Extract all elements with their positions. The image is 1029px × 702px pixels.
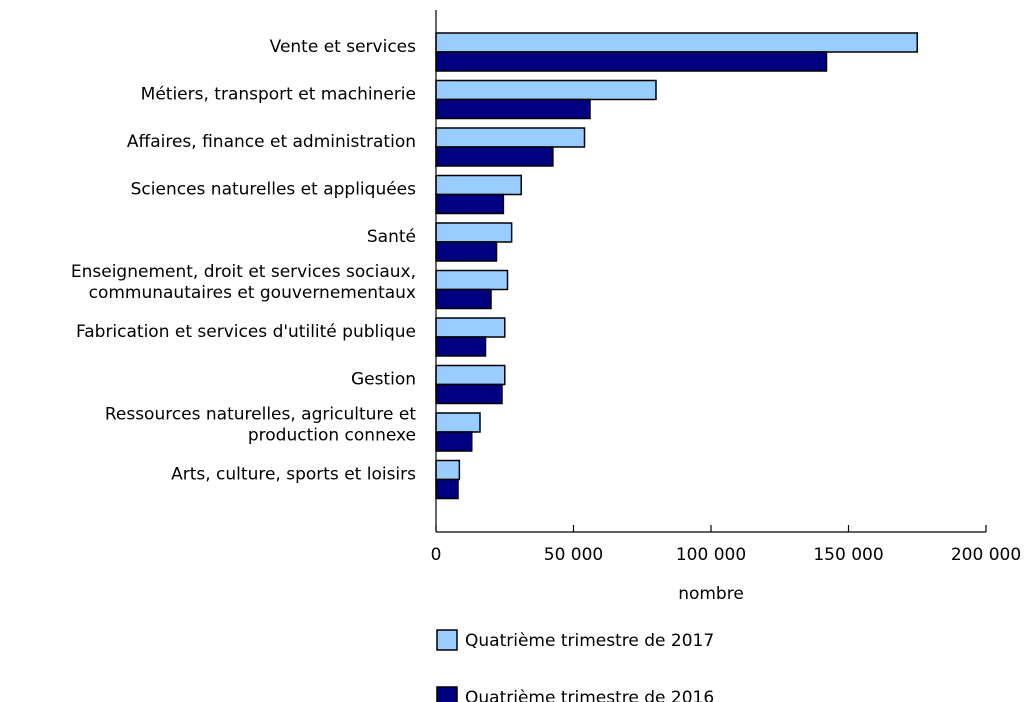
- category-label: communautaires et gouvernementaux: [89, 283, 416, 303]
- bar-2016-8: [435, 431, 473, 452]
- x-tick-label: 0: [431, 545, 442, 565]
- bar-2017-4: [435, 222, 513, 243]
- category-label: Métiers, transport et machinerie: [141, 85, 416, 105]
- x-tick-label: 200 000: [951, 545, 1021, 565]
- x-axis-title: nombre: [678, 584, 744, 604]
- bar-2016-0: [435, 51, 828, 72]
- bar-2016-7: [435, 383, 503, 405]
- bar-2016-2: [435, 146, 554, 167]
- bar-2017-2: [435, 127, 586, 148]
- category-label: Enseignement, droit et services sociaux,: [71, 262, 416, 282]
- category-label: Affaires, finance et administration: [127, 132, 416, 152]
- legend-swatch-2016: [436, 686, 458, 702]
- bar-2016-5: [435, 288, 492, 310]
- bar-2017-6: [435, 317, 506, 338]
- category-label: production connexe: [248, 426, 416, 446]
- bar-2016-9: [435, 478, 459, 500]
- x-tick-label: 50 000: [544, 545, 603, 565]
- x-tick-label: 150 000: [813, 545, 883, 565]
- category-label: Arts, culture, sports et loisirs: [171, 465, 416, 485]
- bar-2017-7: [435, 364, 506, 386]
- category-label: Santé: [367, 227, 416, 247]
- bar-2017-0: [435, 32, 918, 53]
- bar-2016-4: [435, 241, 498, 262]
- bar-2016-3: [435, 193, 505, 215]
- tick-group: 0 50 000 100 000 150 000 200 000: [431, 525, 1021, 565]
- category-label: Gestion: [351, 370, 416, 390]
- legend-label-2017: Quatrième trimestre de 2017: [465, 631, 714, 651]
- legend: Quatrième trimestre de 2017 Quatrième tri…: [436, 629, 714, 702]
- category-label: Vente et services: [270, 37, 416, 57]
- legend-swatch-2017: [436, 629, 458, 651]
- legend-label-2016: Quatrième trimestre de 2016: [465, 688, 714, 702]
- bar-2017-9: [435, 459, 461, 481]
- bar-2016-1: [435, 98, 591, 120]
- category-label: Sciences naturelles et appliquées: [131, 180, 416, 200]
- category-labels: Vente et services Métiers, transport et m…: [71, 37, 416, 485]
- category-label: Fabrication et services d'utilité publiq…: [76, 322, 416, 342]
- x-tick-label: 100 000: [676, 545, 746, 565]
- bar-2017-8: [435, 412, 481, 433]
- bar-2016-6: [435, 336, 487, 357]
- bar-2017-3: [435, 174, 522, 196]
- bar-2017-1: [435, 79, 657, 101]
- category-label: Ressources naturelles, agriculture et: [105, 405, 416, 425]
- bars-group: [435, 32, 918, 500]
- bar-2017-5: [435, 269, 509, 291]
